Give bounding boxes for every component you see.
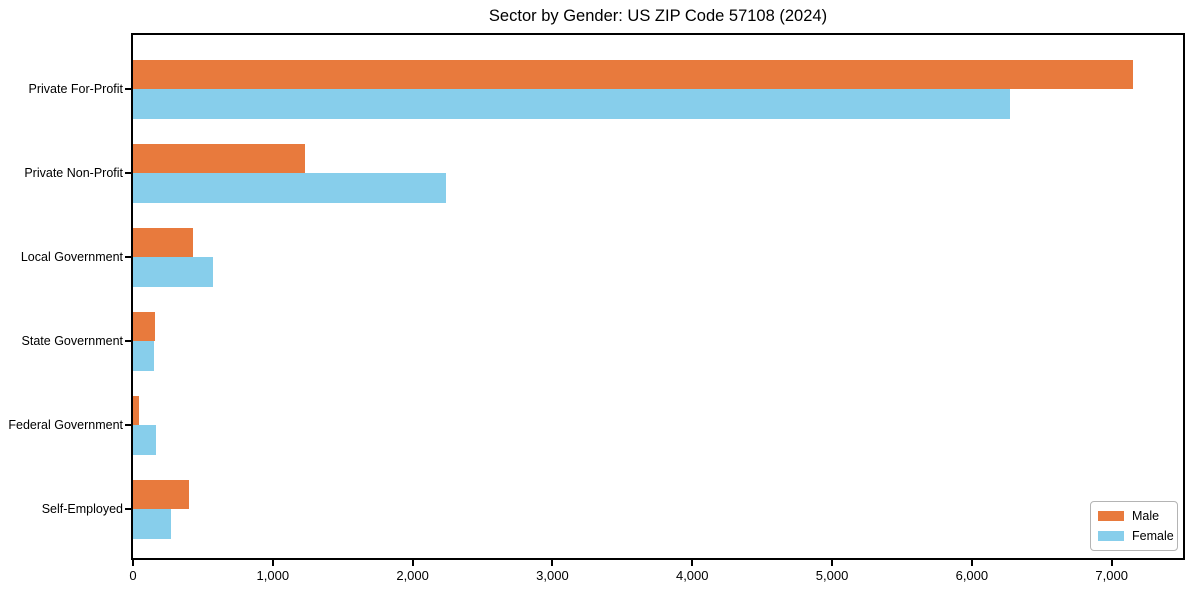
y-tick-label: Federal Government	[8, 418, 123, 433]
x-tick-label: 4,000	[675, 568, 709, 583]
y-tick-mark	[125, 340, 131, 343]
x-tick-label: 0	[129, 568, 137, 583]
plot-area: Private For-Profit Private Non-Profit Loca…	[8, 33, 1185, 583]
male-color-swatch	[1098, 511, 1124, 521]
bar-male	[133, 480, 189, 510]
y-tick-mark	[125, 256, 131, 259]
bar-male	[133, 396, 140, 426]
y-tick-label: Self-Employed	[41, 502, 123, 517]
x-tick-label: 3,000	[536, 568, 569, 583]
bar-female	[133, 341, 154, 371]
x-tick-label: 2,000	[396, 568, 429, 583]
y-tick-mark	[125, 88, 131, 91]
x-tick-label: 6,000	[955, 568, 989, 583]
x-tick-mark	[831, 560, 834, 566]
bar-male	[133, 312, 156, 342]
y-tick-mark	[125, 424, 131, 427]
bar-female	[133, 257, 213, 287]
legend-label-female: Female	[1132, 529, 1174, 543]
y-tick-label: Private For-Profit	[28, 82, 123, 97]
x-tick-label: 1,000	[256, 568, 290, 583]
x-tick-mark	[551, 560, 554, 566]
x-tick-label: 7,000	[1095, 568, 1128, 583]
x-tick-mark	[1110, 560, 1113, 566]
legend-item-male: Male	[1098, 509, 1169, 523]
y-tick-label: Local Government	[20, 250, 123, 265]
y-tick-mark	[125, 172, 131, 175]
x-tick-label: 5,000	[815, 568, 849, 583]
y-tick-label: State Government	[21, 334, 123, 349]
x-tick-mark	[411, 560, 414, 566]
x-tick-mark	[970, 560, 973, 566]
legend-label-male: Male	[1132, 509, 1160, 523]
bar-male	[133, 60, 1133, 90]
x-tick-mark	[271, 560, 274, 566]
female-color-swatch	[1098, 531, 1124, 541]
y-tick-mark	[125, 508, 131, 511]
bar-female	[133, 425, 157, 455]
legend-item-female: Female	[1098, 529, 1174, 543]
bar-female	[133, 89, 1010, 119]
chart-title: Sector by Gender: US ZIP Code 57108 (202…	[488, 7, 828, 25]
y-tick-label: Private Non-Profit	[24, 166, 123, 181]
x-tick-mark	[132, 560, 134, 566]
bar-male	[133, 228, 194, 258]
x-tick-mark	[691, 560, 694, 566]
bar-female	[133, 173, 447, 203]
bars-layer	[133, 35, 1183, 558]
bar-female	[133, 509, 172, 539]
legend: Male Female	[1090, 501, 1178, 551]
bar-male	[133, 144, 305, 174]
